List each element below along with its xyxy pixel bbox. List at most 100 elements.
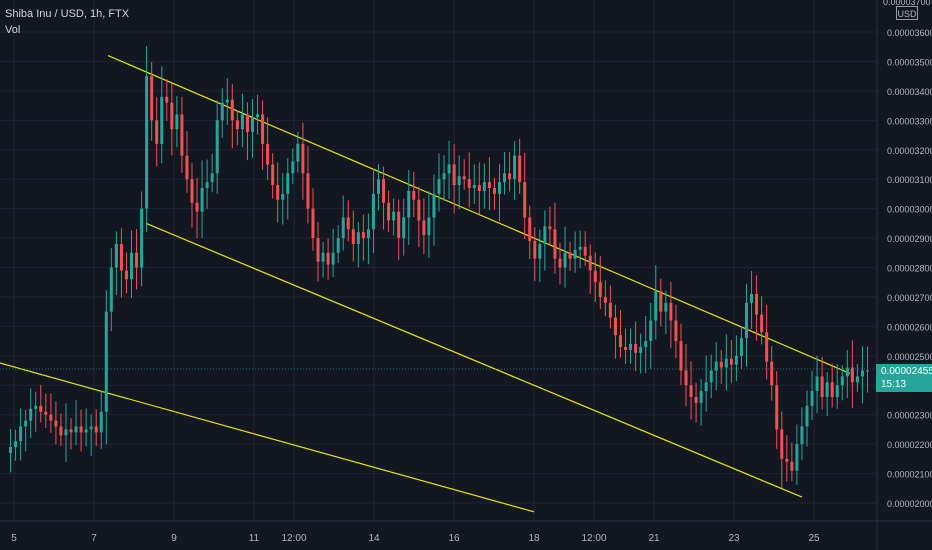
candle-body bbox=[135, 252, 139, 268]
candle-body bbox=[760, 314, 764, 333]
candle-body bbox=[845, 367, 849, 377]
candle-body bbox=[785, 458, 789, 462]
currency-label[interactable]: USD bbox=[896, 6, 918, 20]
trendline[interactable] bbox=[0, 356, 535, 513]
candle-body bbox=[361, 232, 365, 239]
candle-body bbox=[306, 173, 310, 209]
candlesticks[interactable] bbox=[0, 46, 877, 488]
candle-body bbox=[432, 193, 436, 218]
candle-body bbox=[684, 370, 688, 386]
candle-body bbox=[245, 114, 249, 133]
price-tick-label: 0.00002600 bbox=[887, 322, 932, 332]
candle-body bbox=[659, 291, 663, 312]
candle-body bbox=[558, 258, 562, 268]
price-tick-label: 0.00003000 bbox=[887, 205, 932, 215]
price-tick-label: 0.00003400 bbox=[887, 87, 932, 97]
candle-body bbox=[482, 182, 486, 191]
symbol-title[interactable]: Shiba Inu / USD, 1h, FTX bbox=[5, 8, 130, 20]
candle-body bbox=[54, 420, 58, 427]
candle-body bbox=[613, 317, 617, 336]
candle-body bbox=[170, 102, 174, 130]
candle-body bbox=[644, 341, 648, 347]
candle-body bbox=[790, 461, 794, 471]
price-tick-label: 0.00003600 bbox=[887, 28, 932, 38]
candle-body bbox=[351, 229, 355, 244]
candle-body bbox=[815, 376, 819, 392]
time-tick-label: 21 bbox=[648, 533, 660, 544]
candle-body bbox=[205, 182, 209, 189]
candle-body bbox=[412, 190, 416, 200]
time-tick-label: 18 bbox=[528, 533, 540, 544]
candle-body bbox=[145, 76, 149, 209]
candle-body bbox=[654, 291, 658, 321]
candle-body bbox=[780, 429, 784, 459]
candle-body bbox=[462, 176, 466, 180]
candle-body bbox=[588, 255, 592, 271]
candle-body bbox=[9, 447, 13, 453]
candle-body bbox=[240, 114, 244, 130]
candle-body bbox=[104, 311, 108, 412]
candle-body bbox=[276, 185, 280, 200]
candle-body bbox=[29, 408, 33, 421]
candle-body bbox=[805, 405, 809, 427]
candle-body bbox=[256, 114, 260, 118]
candle-body bbox=[820, 376, 824, 398]
candle-body bbox=[366, 229, 370, 239]
volume-label[interactable]: Vol bbox=[5, 24, 21, 36]
candle-body bbox=[770, 361, 774, 386]
candle-body bbox=[855, 376, 859, 383]
price-tick-label: 0.00002800 bbox=[887, 264, 932, 274]
candle-body bbox=[250, 117, 254, 133]
candle-body bbox=[326, 252, 330, 265]
candle-body bbox=[301, 143, 305, 174]
candle-body bbox=[195, 202, 199, 212]
time-tick-label: 14 bbox=[368, 533, 380, 544]
candle-body bbox=[553, 229, 557, 259]
price-tick-label: 0.00003500 bbox=[887, 57, 932, 67]
candle-body bbox=[603, 296, 607, 303]
candle-body bbox=[165, 96, 169, 103]
time-axis[interactable]: 5 7 9 11 12:00 14 16 18 12:00 21 23 25 bbox=[0, 520, 932, 544]
candle-body bbox=[624, 346, 628, 350]
candle-body bbox=[422, 220, 426, 236]
candle-body bbox=[382, 179, 386, 203]
candle-body bbox=[452, 164, 456, 186]
trendline[interactable] bbox=[145, 222, 803, 498]
candle-body bbox=[341, 217, 345, 239]
candle-body bbox=[296, 143, 300, 162]
candle-body bbox=[286, 173, 290, 194]
candle-body bbox=[608, 302, 612, 318]
time-tick-label: 25 bbox=[808, 533, 820, 544]
candle-body bbox=[64, 429, 68, 436]
candle-body bbox=[39, 405, 43, 412]
candle-body bbox=[629, 344, 633, 350]
candle-body bbox=[44, 411, 48, 415]
time-tick-label: 12:00 bbox=[581, 533, 606, 544]
candle-body bbox=[573, 249, 577, 259]
candle-body bbox=[180, 114, 184, 156]
candle-body bbox=[215, 120, 219, 174]
candle-body bbox=[835, 385, 839, 398]
candle-body bbox=[765, 332, 769, 362]
candle-body bbox=[719, 361, 723, 368]
candle-body bbox=[69, 429, 73, 433]
candle-body bbox=[417, 199, 421, 221]
candle-body bbox=[119, 243, 123, 271]
candle-body bbox=[89, 426, 93, 430]
time-tick-label: 12:00 bbox=[281, 533, 306, 544]
candle-body bbox=[261, 114, 265, 144]
candle-body bbox=[618, 335, 622, 347]
candle-body bbox=[220, 102, 224, 121]
candle-body bbox=[210, 173, 214, 183]
candle-body bbox=[371, 193, 375, 230]
last-price-tag: 0.00002455 15:13 bbox=[876, 364, 932, 392]
time-tick-label: 7 bbox=[91, 533, 97, 544]
candle-body bbox=[533, 241, 537, 259]
candle-body bbox=[750, 293, 754, 303]
candle-body bbox=[508, 173, 512, 180]
candle-body bbox=[714, 361, 718, 371]
price-tick-label: 0.00003200 bbox=[887, 146, 932, 156]
